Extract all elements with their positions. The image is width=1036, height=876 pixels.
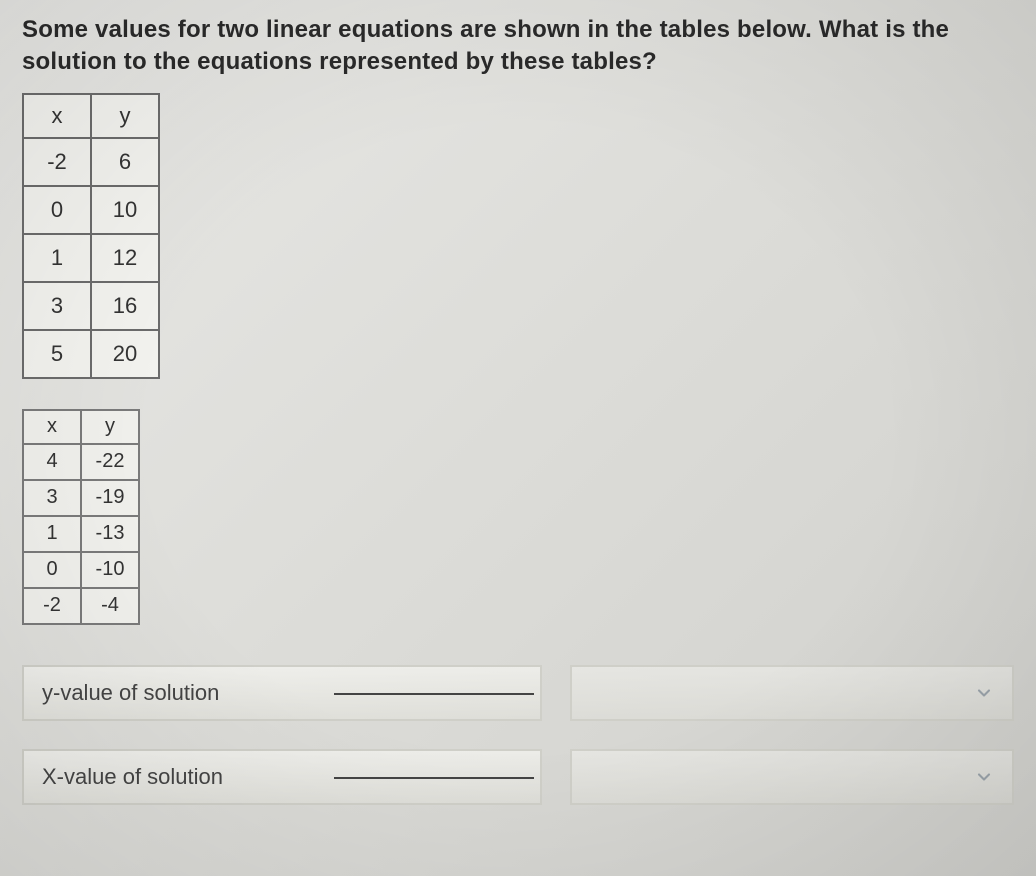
table-cell: -22 [81, 444, 139, 480]
table-cell: -10 [81, 552, 139, 588]
table-cell: -2 [23, 138, 91, 186]
table-1-header-row: x y [23, 94, 159, 138]
table-1-col-x: x [23, 94, 91, 138]
answer-row-y: y-value of solution [22, 665, 1014, 721]
table-2: x y 4 -22 3 -19 1 -13 0 -10 -2 -4 [22, 409, 140, 625]
y-value-blank-line [334, 693, 534, 695]
table-row: 1 -13 [23, 516, 139, 552]
table-row: 3 16 [23, 282, 159, 330]
table-2-col-x: x [23, 410, 81, 444]
table-cell: 1 [23, 516, 81, 552]
answer-section: y-value of solution X-value of solution [22, 665, 1014, 805]
question-text: Some values for two linear equations are… [22, 14, 1014, 79]
x-value-dropdown[interactable] [570, 749, 1014, 805]
table-cell: 10 [91, 186, 159, 234]
table-cell: -19 [81, 480, 139, 516]
table-cell: 16 [91, 282, 159, 330]
table-cell: 1 [23, 234, 91, 282]
table-cell: -2 [23, 588, 81, 624]
table-cell: 3 [23, 480, 81, 516]
table-cell: 6 [91, 138, 159, 186]
question-line-1: Some values for two linear equations are… [22, 16, 949, 43]
table-cell: -13 [81, 516, 139, 552]
y-value-label-box: y-value of solution [22, 665, 542, 721]
table-row: 3 -19 [23, 480, 139, 516]
table-row: 4 -22 [23, 444, 139, 480]
table-row: 0 10 [23, 186, 159, 234]
x-value-label-box: X-value of solution [22, 749, 542, 805]
worksheet-page: Some values for two linear equations are… [0, 0, 1036, 876]
table-cell: -4 [81, 588, 139, 624]
table-2-header-row: x y [23, 410, 139, 444]
table-cell: 12 [91, 234, 159, 282]
x-value-label: X-value of solution [42, 764, 223, 790]
table-cell: 3 [23, 282, 91, 330]
question-line-2: solution to the equations represented by… [22, 48, 657, 75]
y-value-dropdown[interactable] [570, 665, 1014, 721]
table-cell: 0 [23, 552, 81, 588]
table-row: 5 20 [23, 330, 159, 378]
table-cell: 4 [23, 444, 81, 480]
chevron-down-icon [974, 767, 994, 787]
table-1: x y -2 6 0 10 1 12 3 16 5 20 [22, 93, 160, 379]
answer-row-x: X-value of solution [22, 749, 1014, 805]
table-cell: 0 [23, 186, 91, 234]
table-1-col-y: y [91, 94, 159, 138]
table-2-col-y: y [81, 410, 139, 444]
table-row: 0 -10 [23, 552, 139, 588]
y-value-label: y-value of solution [42, 680, 219, 706]
table-row: -2 -4 [23, 588, 139, 624]
chevron-down-icon [974, 683, 994, 703]
table-cell: 20 [91, 330, 159, 378]
table-row: -2 6 [23, 138, 159, 186]
table-cell: 5 [23, 330, 91, 378]
table-row: 1 12 [23, 234, 159, 282]
x-value-blank-line [334, 777, 534, 779]
